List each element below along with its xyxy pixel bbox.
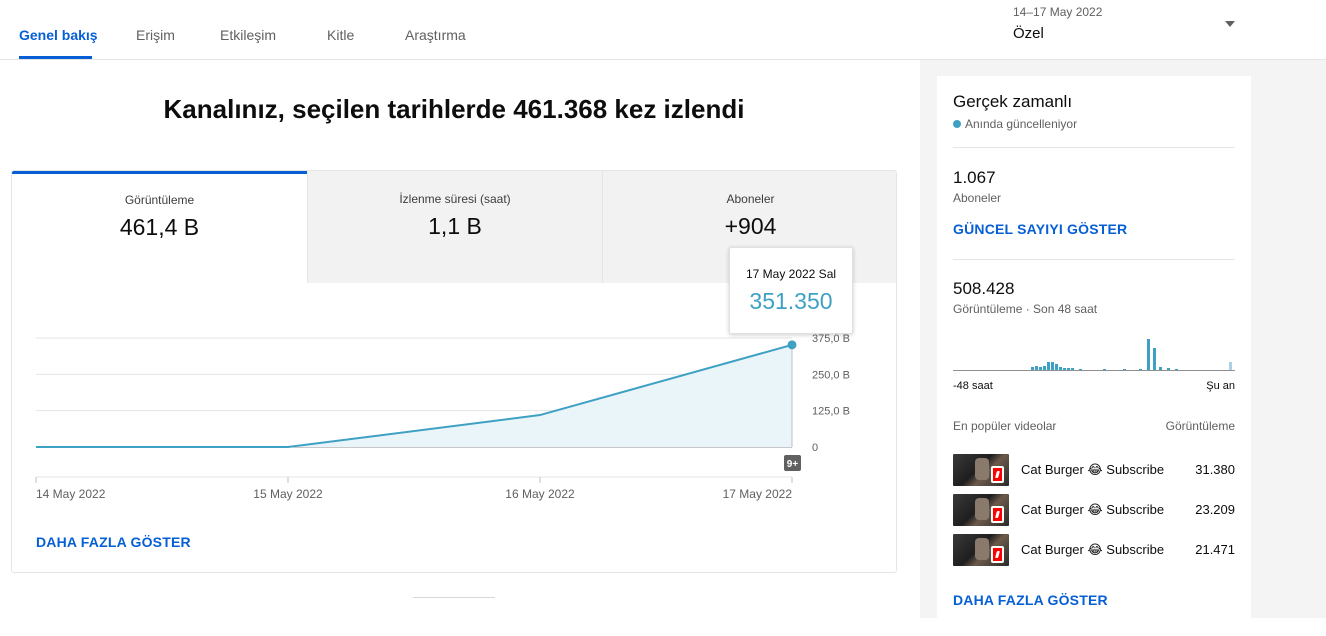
mini-chart-bar	[1139, 369, 1142, 370]
video-thumbnail	[953, 534, 1009, 566]
realtime-subtitle: Anında güncelleniyor	[965, 117, 1078, 131]
metric-label: Görüntüleme	[124, 193, 195, 207]
tab-engagement[interactable]: Etkileşim	[220, 27, 277, 43]
video-row[interactable]: Cat Burger 😂 Subscribe 23.209	[953, 494, 1235, 526]
mini-chart-bar	[1039, 367, 1042, 370]
mini-chart-bar	[1035, 366, 1038, 370]
x-tick-label: 16 May 2022	[505, 487, 575, 501]
mini-chart-bar	[1175, 369, 1178, 370]
mini-chart-bar	[1067, 368, 1070, 370]
mini-chart-bar	[1071, 368, 1074, 370]
shorts-icon	[991, 466, 1004, 483]
x-tick-label: 14 May 2022	[36, 487, 106, 501]
chart-tooltip: 17 May 2022 Sal 351.350	[729, 247, 853, 334]
mini-chart-end-label: Şu an	[1206, 380, 1235, 392]
show-more-realtime-button[interactable]: DAHA FAZLA GÖSTER	[953, 592, 1108, 608]
top-videos-heading: En popüler videolar	[953, 419, 1057, 433]
mini-chart-bar	[1103, 369, 1106, 370]
views-column-heading: Görüntüleme	[1165, 419, 1235, 433]
tooltip-value: 351.350	[749, 288, 833, 314]
divider	[953, 147, 1235, 148]
video-thumbnail	[953, 454, 1009, 486]
active-tab-indicator	[19, 56, 92, 59]
series-line	[36, 343, 793, 448]
video-title: Cat Burger 😂 Subscribe	[1021, 462, 1165, 477]
video-views: 31.380	[1195, 462, 1235, 477]
metric-tab-watch-time[interactable]: İzlenme süresi (saat) 1,1 B	[307, 171, 602, 283]
video-thumbnail	[953, 494, 1009, 526]
metric-value: 1,1 B	[428, 213, 482, 239]
y-tick-label: 250,0 B	[812, 369, 850, 381]
tab-audience[interactable]: Kitle	[327, 27, 355, 43]
mini-chart-bar	[1047, 362, 1050, 370]
tab-overview[interactable]: Genel bakış	[19, 27, 98, 43]
analytics-tabs: Genel bakış Erişim Etkileşim Kitle Araşt…	[0, 0, 1326, 60]
area-fill	[36, 344, 792, 447]
mini-chart-bar	[1043, 366, 1046, 370]
mini-chart-bar	[1079, 369, 1082, 370]
tab-reach[interactable]: Erişim	[136, 27, 175, 43]
mini-chart-bar	[1153, 348, 1156, 370]
divider	[413, 597, 495, 598]
video-views: 21.471	[1195, 542, 1235, 557]
mini-chart-bar	[1147, 339, 1150, 370]
tab-research[interactable]: Araştırma	[405, 27, 466, 43]
y-tick-label: 375,0 B	[812, 333, 850, 345]
date-range-label: Özel	[1013, 25, 1044, 42]
subscriber-count: 1.067	[953, 168, 996, 187]
metric-tab-views[interactable]: Görüntüleme 461,4 B	[12, 171, 307, 283]
mini-chart-bar	[1055, 364, 1058, 370]
date-range-value: 14–17 May 2022	[1013, 5, 1103, 19]
views-label: Görüntüleme · Son 48 saat	[953, 302, 1098, 316]
page-title: Kanalınız, seçilen tarihlerde 461.368 ke…	[163, 94, 745, 124]
metric-value: +904	[724, 213, 777, 239]
mini-chart-bar	[1059, 367, 1062, 370]
chevron-down-icon	[1225, 21, 1235, 27]
metric-label: İzlenme süresi (saat)	[399, 192, 511, 206]
x-tick-label: 17 May 2022	[723, 487, 793, 501]
mini-chart-start-label: -48 saat	[953, 380, 993, 392]
mini-chart-bar	[1063, 368, 1066, 370]
date-range-selector[interactable]: 14–17 May 2022 Özel	[1013, 5, 1235, 47]
shorts-icon	[991, 546, 1004, 563]
mini-chart-bar	[1167, 368, 1170, 370]
metric-label: Aboneler	[726, 192, 775, 206]
mini-chart-bar	[1051, 362, 1054, 370]
video-title: Cat Burger 😂 Subscribe	[1021, 502, 1165, 517]
y-tick-label: 125,0 B	[812, 406, 850, 418]
data-point	[787, 340, 797, 350]
show-live-count-button[interactable]: GÜNCEL SAYIYI GÖSTER	[953, 221, 1128, 237]
video-title: Cat Burger 😂 Subscribe	[1021, 542, 1165, 557]
mini-chart-bar	[1159, 367, 1162, 370]
mini-chart-bar	[1123, 369, 1126, 370]
shorts-icon	[991, 506, 1004, 523]
live-dot-icon	[953, 120, 961, 128]
subscriber-label: Aboneler	[953, 191, 1002, 205]
views-line-chart[interactable]: 0 125,0 B 250,0 B 375,0 B 14 May 2022 15 May …	[0, 0, 908, 618]
x-tick-label: 15 May 2022	[253, 487, 323, 501]
mini-chart-bar	[1229, 362, 1232, 370]
show-more-button[interactable]: DAHA FAZLA GÖSTER	[36, 534, 191, 550]
y-tick-label: 0	[812, 442, 818, 454]
video-views: 23.209	[1195, 502, 1235, 517]
views-count: 508.428	[953, 279, 1015, 298]
realtime-card: Gerçek zamanlı Anında güncelleniyor 1.06…	[937, 76, 1251, 636]
divider	[953, 259, 1235, 260]
video-row[interactable]: Cat Burger 😂 Subscribe 21.471	[953, 534, 1235, 566]
realtime-title: Gerçek zamanlı	[953, 92, 1073, 111]
more-events-badge	[784, 455, 801, 471]
video-row[interactable]: Cat Burger 😂 Subscribe 31.380	[953, 454, 1235, 486]
realtime-bar-chart[interactable]	[953, 328, 1235, 372]
more-events-badge-label: 9+	[787, 459, 799, 470]
mini-chart-bar	[1031, 367, 1034, 370]
metric-value: 461,4 B	[119, 214, 200, 240]
tooltip-date: 17 May 2022 Sal	[745, 267, 837, 281]
